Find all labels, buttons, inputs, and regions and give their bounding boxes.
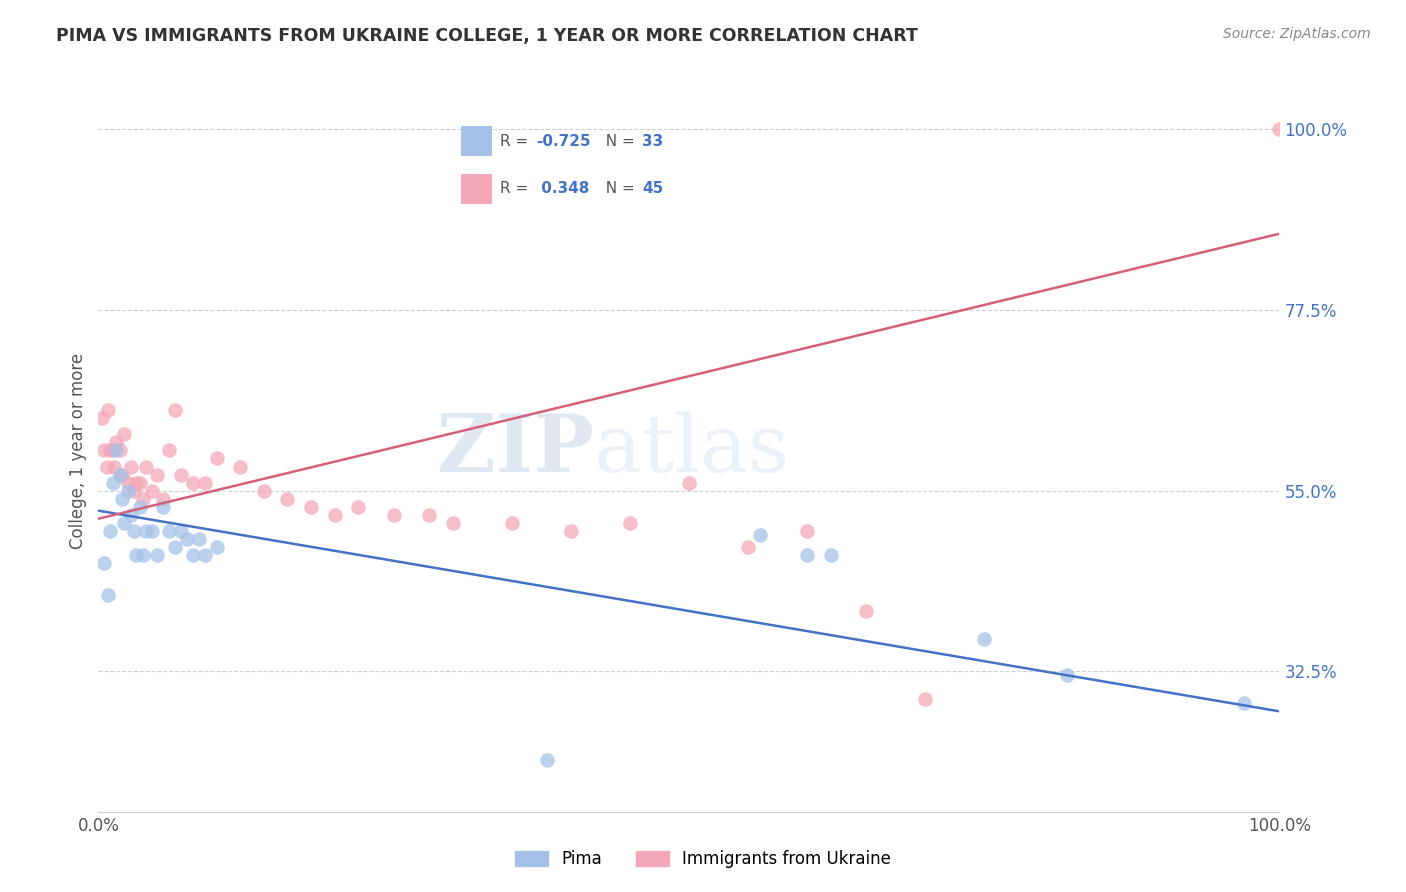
Point [181,548,204,562]
Point [299,500,322,514]
Point [122,483,145,498]
Point [914,692,936,706]
Point [1268,122,1291,136]
Point [128,500,150,514]
Point [122,524,145,538]
Point [105,443,128,458]
Point [820,548,842,562]
Text: atlas: atlas [595,411,790,490]
Text: ZIP: ZIP [437,411,595,490]
Legend: Pima, Immigrants from Ukraine: Pima, Immigrants from Ukraine [508,844,898,875]
Point [117,475,139,490]
Point [98,443,121,458]
Point [973,632,995,646]
Point [737,540,759,554]
Point [536,753,558,767]
Point [135,459,157,474]
Point [141,483,163,498]
Point [97,403,120,417]
Point [194,548,217,562]
Point [101,475,124,490]
Point [128,475,150,490]
Point [152,500,174,514]
Point [125,548,148,562]
Point [1056,668,1078,682]
Point [111,467,134,482]
Point [347,500,370,514]
Point [125,475,148,490]
Y-axis label: College, 1 year or more: College, 1 year or more [69,352,87,549]
Point [157,524,180,538]
Point [105,435,128,450]
Point [152,491,174,506]
Point [111,491,134,506]
Point [112,516,135,530]
Point [141,524,163,538]
Point [205,451,228,466]
Point [276,491,298,506]
Point [117,483,139,498]
Point [93,443,115,458]
Point [253,483,276,498]
Point [98,524,121,538]
Point [170,524,193,538]
Point [165,540,187,554]
Text: Source: ZipAtlas.com: Source: ZipAtlas.com [1223,27,1371,41]
Point [108,443,131,458]
Point [93,556,115,570]
Point [418,508,440,522]
Point [796,548,818,562]
Point [146,548,169,562]
Text: PIMA VS IMMIGRANTS FROM UKRAINE COLLEGE, 1 YEAR OR MORE CORRELATION CHART: PIMA VS IMMIGRANTS FROM UKRAINE COLLEGE,… [56,27,918,45]
Point [441,516,464,530]
Point [501,516,523,530]
Point [678,475,700,490]
Point [855,604,877,618]
Point [165,403,187,417]
Point [229,459,252,474]
Point [121,459,143,474]
Point [194,475,217,490]
Point [560,524,582,538]
Point [1233,696,1256,710]
Point [91,411,114,425]
Point [112,427,135,442]
Point [121,508,143,522]
Point [170,467,193,482]
Point [132,491,155,506]
Point [97,588,120,602]
Point [132,548,155,562]
Point [796,524,818,538]
Point [748,527,770,541]
Point [187,532,209,546]
Point [619,516,641,530]
Point [176,532,198,546]
Point [181,475,204,490]
Point [323,508,346,522]
Point [382,508,405,522]
Point [108,467,131,482]
Point [96,459,118,474]
Point [146,467,169,482]
Point [103,459,125,474]
Point [135,524,157,538]
Point [205,540,228,554]
Point [101,443,124,458]
Point [157,443,180,458]
